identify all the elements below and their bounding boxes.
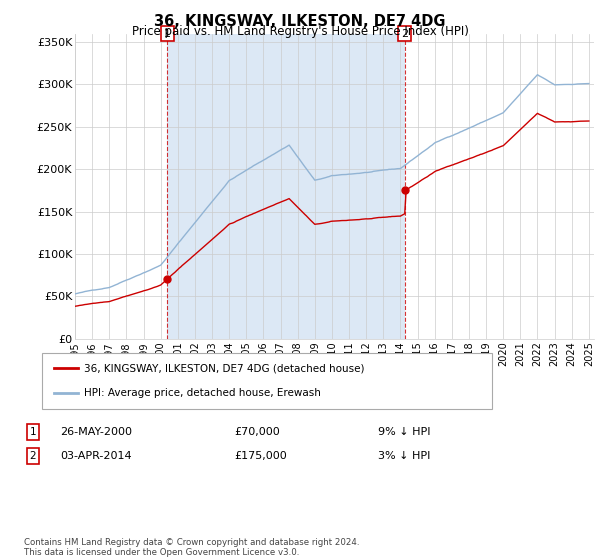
Text: 36, KINGSWAY, ILKESTON, DE7 4DG: 36, KINGSWAY, ILKESTON, DE7 4DG xyxy=(154,14,446,29)
Text: 1: 1 xyxy=(164,29,171,39)
Text: Contains HM Land Registry data © Crown copyright and database right 2024.
This d: Contains HM Land Registry data © Crown c… xyxy=(24,538,359,557)
Text: £175,000: £175,000 xyxy=(234,451,287,461)
Text: 03-APR-2014: 03-APR-2014 xyxy=(60,451,131,461)
Text: £70,000: £70,000 xyxy=(234,427,280,437)
Bar xyxy=(167,34,405,339)
Text: 1: 1 xyxy=(29,427,37,437)
Text: HPI: Average price, detached house, Erewash: HPI: Average price, detached house, Erew… xyxy=(84,388,321,398)
Text: 26-MAY-2000: 26-MAY-2000 xyxy=(60,427,132,437)
Text: Price paid vs. HM Land Registry's House Price Index (HPI): Price paid vs. HM Land Registry's House … xyxy=(131,25,469,38)
Text: 2: 2 xyxy=(29,451,37,461)
Text: 36, KINGSWAY, ILKESTON, DE7 4DG (detached house): 36, KINGSWAY, ILKESTON, DE7 4DG (detache… xyxy=(84,363,365,374)
Text: 3% ↓ HPI: 3% ↓ HPI xyxy=(378,451,430,461)
Text: 9% ↓ HPI: 9% ↓ HPI xyxy=(378,427,431,437)
Text: 2: 2 xyxy=(401,29,408,39)
